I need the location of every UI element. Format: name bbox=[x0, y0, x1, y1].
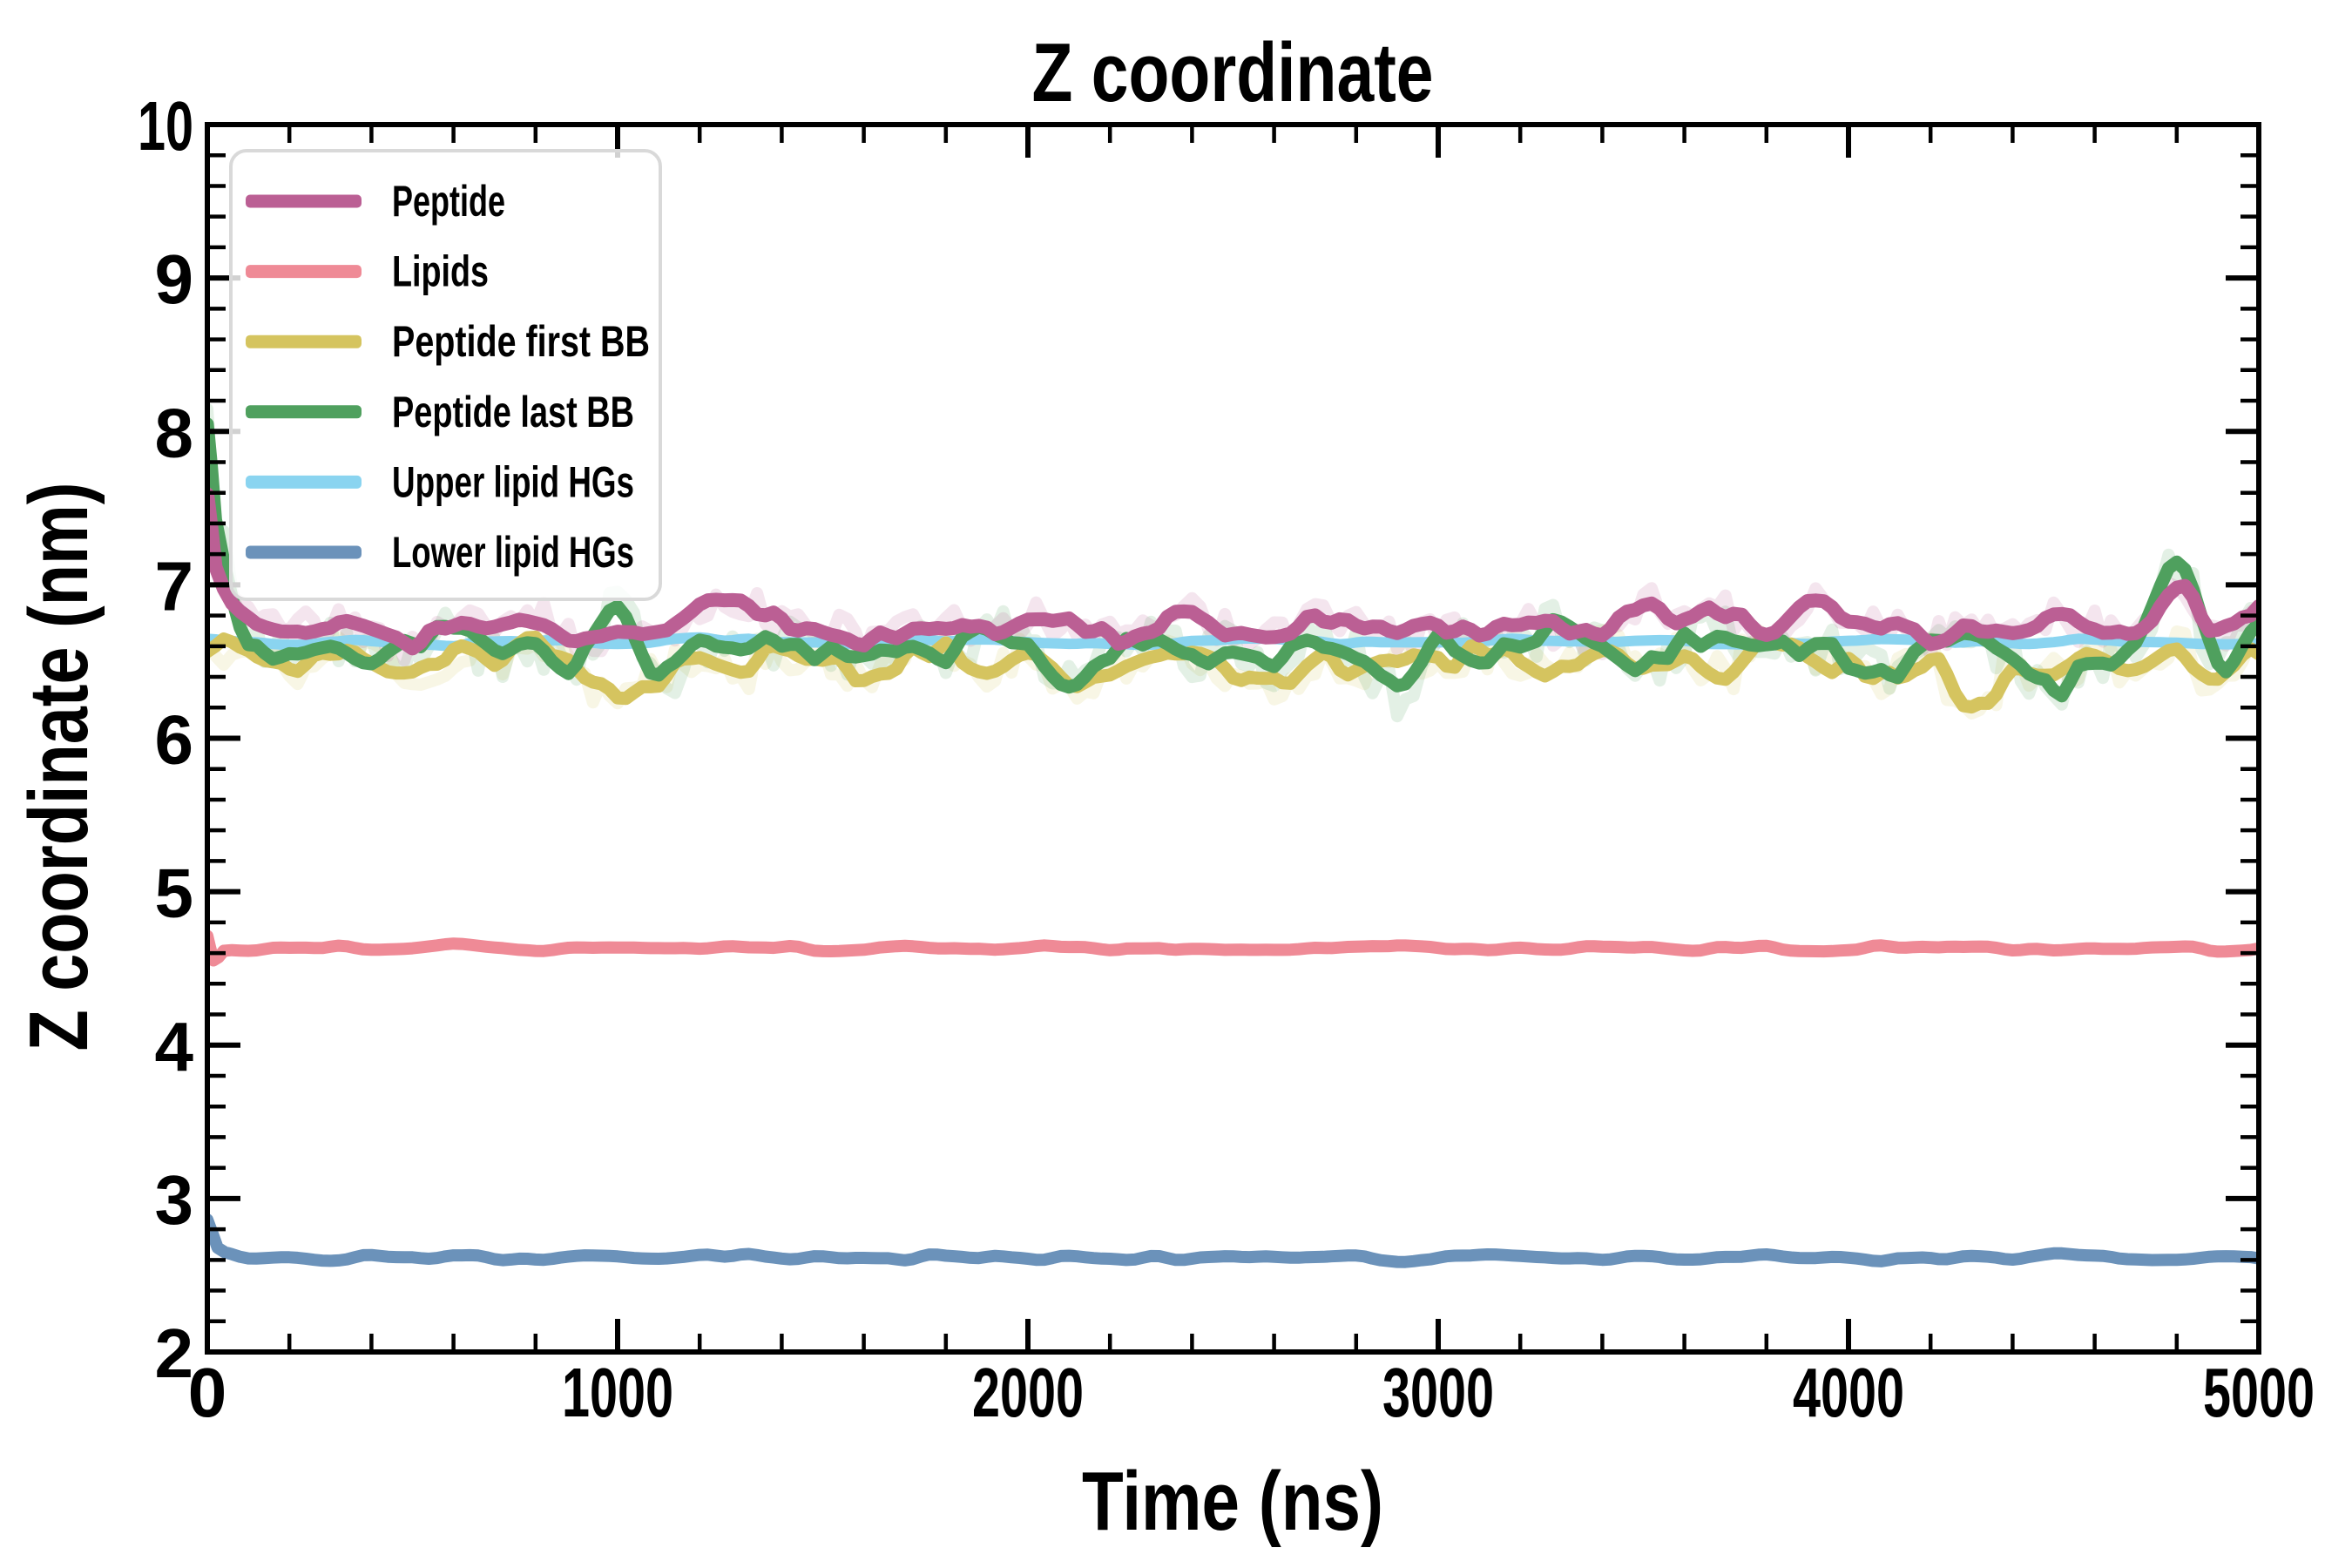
y-tick-label: 6 bbox=[155, 701, 194, 779]
x-tick-label: 5000 bbox=[2203, 1354, 2315, 1431]
legend-label: Peptide last BB bbox=[392, 388, 634, 436]
series-lipids-line bbox=[210, 930, 2256, 967]
legend-label: Peptide bbox=[392, 177, 505, 226]
legend-swatch bbox=[246, 405, 362, 419]
series-lower_hgs-line bbox=[210, 1213, 2256, 1268]
legend-entry: Lower lipid HGs bbox=[246, 528, 634, 577]
legend-swatch bbox=[246, 545, 362, 559]
x-tick-label: 4000 bbox=[1793, 1354, 1904, 1431]
series-last_bb-line bbox=[210, 417, 2256, 703]
series-peptide-line bbox=[210, 488, 2256, 656]
legend-entry: Peptide bbox=[246, 177, 505, 226]
legend-entry: Lipids bbox=[246, 247, 489, 296]
legend-entry: Upper lipid HGs bbox=[246, 457, 634, 506]
chart-title: Z coordinate bbox=[1032, 26, 1434, 119]
x-tick-label: 3000 bbox=[1382, 1354, 1494, 1431]
legend-swatch bbox=[246, 265, 362, 279]
legend-entry: Peptide last BB bbox=[246, 388, 634, 436]
legend: Peptide Lipids Peptide first BB Peptide las… bbox=[229, 149, 662, 601]
x-tick-label: 0 bbox=[188, 1354, 227, 1431]
y-tick-label: 10 bbox=[138, 87, 193, 165]
legend-label: Lipids bbox=[392, 247, 489, 296]
legend-label: Peptide first BB bbox=[392, 317, 650, 366]
legend-entry: Peptide first BB bbox=[246, 317, 650, 366]
x-tick-label: 2000 bbox=[972, 1354, 1084, 1431]
series-lines bbox=[210, 417, 2256, 1268]
legend-swatch bbox=[246, 335, 362, 348]
x-tick-label: 1000 bbox=[562, 1354, 673, 1431]
y-tick-label: 2 bbox=[155, 1315, 194, 1392]
legend-swatch bbox=[246, 194, 362, 208]
y-tick-label: 9 bbox=[155, 240, 194, 318]
x-axis-label: Time (ns) bbox=[1082, 1455, 1383, 1548]
y-axis-label: Z coordinate (nm) bbox=[12, 483, 105, 1051]
y-tick-label: 8 bbox=[155, 394, 194, 471]
legend-label: Lower lipid HGs bbox=[392, 528, 634, 577]
tick-labels: 0 1000 2000 3000 4000 5000 2 3 4 5 6 7 8 9 10 bbox=[138, 87, 2315, 1431]
y-tick-label: 3 bbox=[155, 1161, 194, 1239]
y-tick-label: 7 bbox=[155, 547, 194, 625]
legend-swatch bbox=[246, 475, 362, 489]
legend-label: Upper lipid HGs bbox=[392, 457, 634, 506]
y-tick-label: 5 bbox=[155, 855, 194, 932]
y-tick-label: 4 bbox=[155, 1008, 194, 1085]
